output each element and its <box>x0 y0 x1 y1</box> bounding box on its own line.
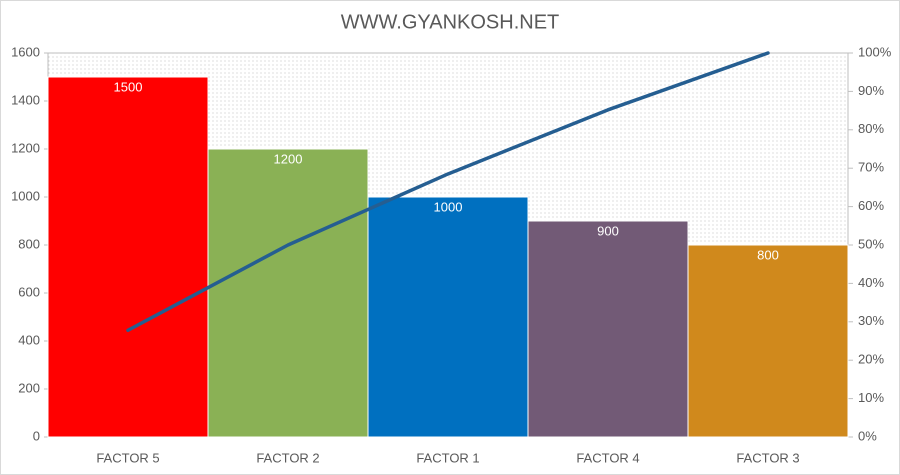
y-tick-label: 600 <box>18 284 40 299</box>
y2-tick-label: 50% <box>858 236 884 251</box>
bar <box>687 244 849 438</box>
y-tick-label: 1600 <box>11 44 40 59</box>
y2-tick-label: 90% <box>858 83 884 98</box>
y-tick-label: 1200 <box>11 140 40 155</box>
x-tick-label: FACTOR 2 <box>256 450 319 465</box>
bar <box>207 148 369 438</box>
bar <box>367 196 529 438</box>
y2-tick-label: 10% <box>858 390 884 405</box>
x-tick-label: FACTOR 4 <box>576 450 639 465</box>
y-tick-label: 200 <box>18 380 40 395</box>
data-label: 1500 <box>114 79 143 94</box>
data-label: 800 <box>757 247 779 262</box>
y2-tick-label: 60% <box>858 198 884 213</box>
data-label: 1200 <box>274 151 303 166</box>
y-tick-label: 1000 <box>11 188 40 203</box>
y-tick-label: 0 <box>33 428 40 443</box>
chart-title: WWW.GYANKOSH.NET <box>341 11 560 33</box>
y2-tick-label: 100% <box>858 44 892 59</box>
y2-tick-label: 30% <box>858 313 884 328</box>
bar <box>47 76 209 438</box>
x-tick-label: FACTOR 3 <box>736 450 799 465</box>
y2-tick-label: 40% <box>858 275 884 290</box>
y2-tick-label: 20% <box>858 352 884 367</box>
y2-tick-label: 80% <box>858 121 884 136</box>
bar <box>527 220 689 438</box>
y-tick-label: 1400 <box>11 92 40 107</box>
y-tick-label: 800 <box>18 236 40 251</box>
y2-tick-label: 0% <box>858 428 877 443</box>
x-tick-label: FACTOR 5 <box>96 450 159 465</box>
x-tick-label: FACTOR 1 <box>416 450 479 465</box>
y2-tick-label: 70% <box>858 160 884 175</box>
y-tick-label: 400 <box>18 332 40 347</box>
data-label: 1000 <box>434 199 463 214</box>
data-label: 900 <box>597 223 619 238</box>
line <box>126 51 770 332</box>
